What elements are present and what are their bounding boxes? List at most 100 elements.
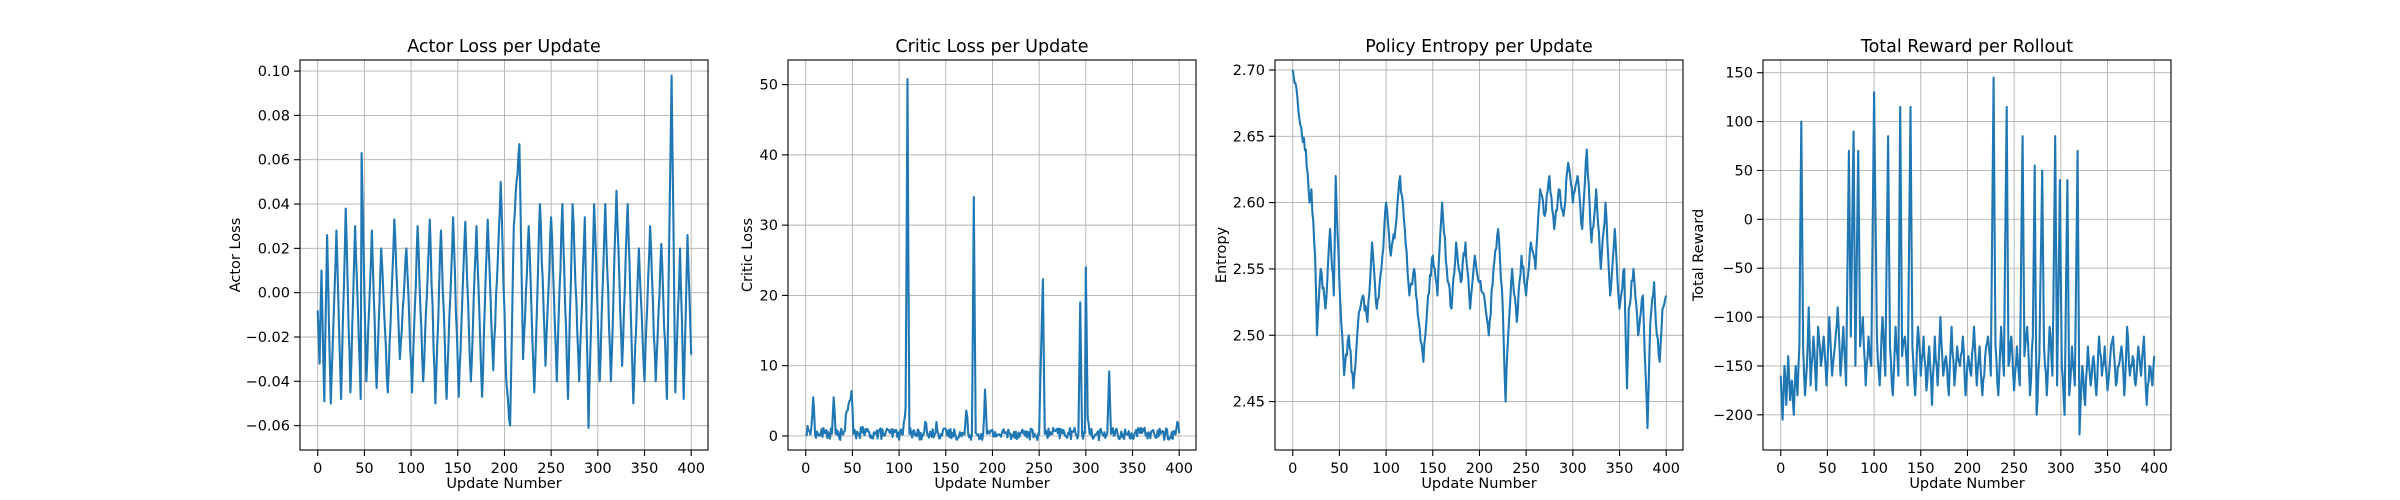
x-tick-label: 200 xyxy=(491,461,519,477)
grid xyxy=(788,60,1196,450)
y-axis-ticks: 0 10 20 30 40 50 xyxy=(760,78,788,445)
y-tick-label: 0.02 xyxy=(258,241,290,257)
x-axis-ticks: 0 50 100 150 200 250 300 350 400 xyxy=(313,450,705,477)
x-tick-label: 0 xyxy=(1288,461,1297,477)
panel-total-reward: 0 50 100 150 200 250 300 350 400 −200 −150 −100 −50… xyxy=(1691,37,2172,492)
y-tick-label: 0 xyxy=(769,429,778,445)
y-axis-label: Entropy xyxy=(1214,226,1230,283)
plot-frame xyxy=(1274,59,1684,451)
x-tick-label: 150 xyxy=(1907,461,1935,477)
y-tick-label: 30 xyxy=(760,218,778,234)
y-tick-label: −0.06 xyxy=(246,419,290,435)
x-tick-label: 400 xyxy=(1652,461,1680,477)
y-tick-label: 0 xyxy=(1744,212,1753,228)
y-axis-label: Actor Loss xyxy=(228,218,244,293)
x-tick-label: 100 xyxy=(1372,461,1400,477)
y-tick-label: 2.50 xyxy=(1233,328,1265,344)
y-tick-label: 50 xyxy=(1735,163,1753,179)
x-tick-label: 300 xyxy=(1072,461,1100,477)
panel-actor-loss: 0 50 100 150 200 250 300 350 400 −0.06 −0.04 −0.02… xyxy=(228,37,709,492)
y-axis-ticks: −0.06 −0.04 −0.02 0.00 0.02 0.04 0.06 0.08 0.10 xyxy=(246,64,300,435)
series-layer xyxy=(804,77,1181,442)
grid xyxy=(1763,60,2171,450)
x-tick-label: 50 xyxy=(355,461,373,477)
y-tick-label: 0.08 xyxy=(258,108,290,124)
x-tick-label: 400 xyxy=(677,461,705,477)
y-axis-ticks: 2.45 2.50 2.55 2.60 2.65 2.70 xyxy=(1233,63,1275,411)
series-line xyxy=(1779,76,2156,436)
y-tick-label: 100 xyxy=(1725,115,1753,131)
x-tick-label: 150 xyxy=(1419,461,1447,477)
chart-title: Actor Loss per Update xyxy=(407,37,601,57)
x-tick-label: 50 xyxy=(1818,461,1836,477)
y-tick-label: 0.06 xyxy=(258,153,290,169)
x-axis-label: Update Number xyxy=(934,476,1049,492)
x-tick-label: 150 xyxy=(932,461,960,477)
y-axis-ticks: −200 −150 −100 −50 0 50 100 150 xyxy=(1713,66,1763,424)
x-tick-label: 0 xyxy=(801,461,810,477)
y-tick-label: 20 xyxy=(760,288,778,304)
x-tick-label: 100 xyxy=(885,461,913,477)
y-tick-label: 2.60 xyxy=(1233,196,1265,212)
x-axis-label: Update Number xyxy=(1909,476,2024,492)
y-tick-label: −100 xyxy=(1713,310,1753,326)
x-tick-label: 100 xyxy=(397,461,425,477)
y-tick-label: 0.10 xyxy=(258,64,290,80)
y-tick-label: 40 xyxy=(760,148,778,164)
x-axis-ticks: 0 50 100 150 200 250 300 350 400 xyxy=(1288,450,1680,477)
x-tick-label: 150 xyxy=(444,461,472,477)
y-tick-label: −0.02 xyxy=(246,330,290,346)
series-layer xyxy=(1291,69,1668,430)
x-tick-label: 200 xyxy=(1954,461,1982,477)
x-tick-label: 250 xyxy=(2000,461,2028,477)
y-tick-label: 2.70 xyxy=(1233,63,1265,79)
x-tick-label: 300 xyxy=(1559,461,1587,477)
x-tick-label: 300 xyxy=(2047,461,2075,477)
y-tick-label: −200 xyxy=(1713,408,1753,424)
y-tick-label: 10 xyxy=(760,359,778,375)
x-tick-label: 50 xyxy=(1330,461,1348,477)
series-line xyxy=(804,77,1181,442)
y-axis-label: Total Reward xyxy=(1691,209,1707,302)
x-tick-label: 250 xyxy=(537,461,565,477)
series-layer xyxy=(316,74,693,429)
y-tick-label: 150 xyxy=(1725,66,1753,82)
x-tick-label: 100 xyxy=(1860,461,1888,477)
x-tick-label: 250 xyxy=(1512,461,1540,477)
y-tick-label: 0.04 xyxy=(258,197,290,213)
chart-title: Critic Loss per Update xyxy=(895,37,1088,57)
x-tick-label: 350 xyxy=(1119,461,1147,477)
series-layer xyxy=(1779,76,2156,436)
panel-policy-entropy: 0 50 100 150 200 250 300 350 400 2.45 2.50 2.55 2.6… xyxy=(1214,37,1684,492)
y-tick-label: 0.00 xyxy=(258,286,290,302)
x-tick-label: 200 xyxy=(979,461,1007,477)
x-tick-label: 50 xyxy=(843,461,861,477)
chart-title: Total Reward per Rollout xyxy=(1860,37,2073,57)
y-tick-label: 2.45 xyxy=(1233,395,1265,411)
x-axis-ticks: 0 50 100 150 200 250 300 350 400 xyxy=(801,450,1193,477)
y-axis-label: Critic Loss xyxy=(740,218,756,292)
x-tick-label: 350 xyxy=(1606,461,1634,477)
y-tick-label: −50 xyxy=(1722,261,1753,277)
x-tick-label: 400 xyxy=(2140,461,2168,477)
x-tick-label: 200 xyxy=(1466,461,1494,477)
y-tick-label: −0.04 xyxy=(246,374,290,390)
plot-frame xyxy=(1762,59,2172,451)
chart-title: Policy Entropy per Update xyxy=(1365,37,1592,57)
x-tick-label: 0 xyxy=(1776,461,1785,477)
x-tick-label: 350 xyxy=(631,461,659,477)
grid xyxy=(1275,60,1683,450)
x-tick-label: 300 xyxy=(584,461,612,477)
series-line xyxy=(316,74,693,429)
x-axis-ticks: 0 50 100 150 200 250 300 350 400 xyxy=(1776,450,2168,477)
x-tick-label: 0 xyxy=(313,461,322,477)
x-tick-label: 350 xyxy=(2094,461,2122,477)
y-tick-label: 2.55 xyxy=(1233,262,1265,278)
panel-critic-loss: 0 50 100 150 200 250 300 350 400 0 10 20 30 40 50 Cri… xyxy=(740,37,1197,492)
x-axis-label: Update Number xyxy=(1421,476,1536,492)
x-tick-label: 400 xyxy=(1165,461,1193,477)
x-axis-label: Update Number xyxy=(446,476,561,492)
plot-frame xyxy=(787,59,1197,451)
x-tick-label: 250 xyxy=(1025,461,1053,477)
